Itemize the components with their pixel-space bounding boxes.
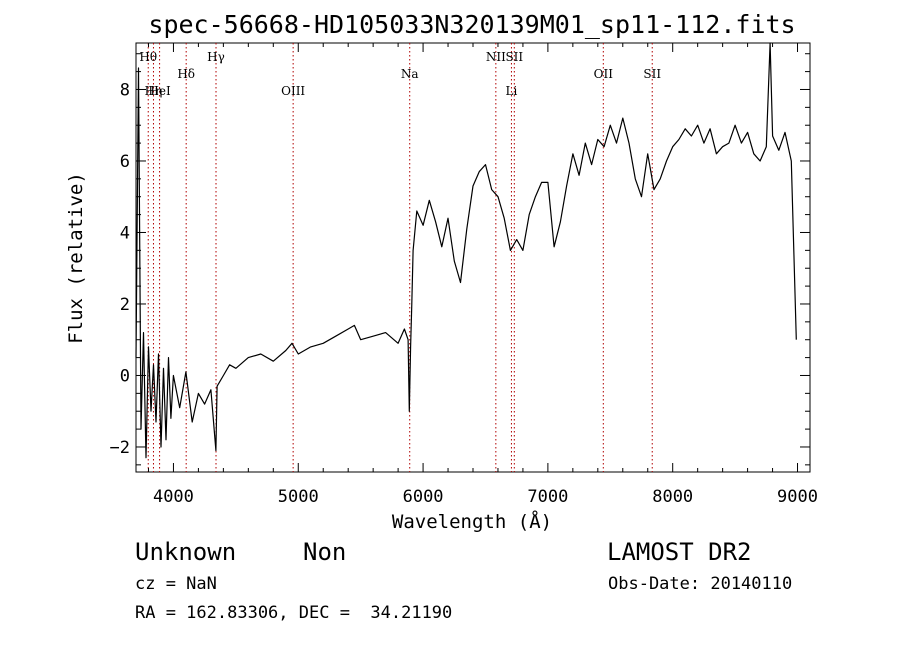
marker-label-1: Hη: [145, 84, 163, 98]
y-axis-label: Flux (relative): [65, 172, 87, 344]
y-tick-label-4: 6: [120, 152, 130, 172]
marker-label-2: HeI: [148, 84, 171, 98]
spectrum-series: [135, 42, 797, 459]
obs-date-label: Obs-Date: 20140110: [608, 574, 793, 594]
x-tick-label-3: 7000: [527, 487, 568, 507]
x-tick-label-1: 5000: [278, 487, 319, 507]
y-tick-label-0: −2: [110, 438, 130, 458]
chart-title: spec-56668-HD105033N320139M01_sp11-112.f…: [148, 10, 795, 39]
subclass-label: Non: [303, 538, 347, 566]
marker-label-7: NII: [486, 50, 506, 64]
marker-label-9: SII: [505, 50, 523, 64]
axes: 4000 5000 6000 7000 8000 9000 −2 0 2 4 6 8: [110, 43, 818, 507]
marker-label-5: OIII: [281, 84, 305, 98]
marker-label-6: Na: [401, 67, 419, 81]
coordinates-label: RA = 162.83306, DEC = 34.21190: [135, 603, 453, 623]
marker-label-10: OII: [594, 67, 614, 81]
marker-label-0: Hθ: [139, 50, 157, 64]
marker-label-4: Hγ: [207, 50, 225, 64]
x-tick-label-5: 9000: [777, 487, 818, 507]
class-label: Unknown: [135, 538, 237, 566]
marker-label-3: Hδ: [177, 67, 195, 81]
y-tick-label-2: 2: [120, 295, 130, 315]
x-axis-label: Wavelength (Å): [392, 510, 552, 533]
plot-frame: [135, 42, 811, 473]
marker-label-8: Li: [506, 84, 518, 98]
x-tick-label-0: 4000: [153, 487, 194, 507]
y-tick-label-3: 4: [120, 223, 130, 243]
redshift-label: cz = NaN: [135, 574, 217, 594]
y-tick-label-1: 0: [120, 366, 130, 386]
y-tick-label-5: 8: [120, 80, 130, 100]
marker-label-11: SII: [643, 67, 661, 81]
x-tick-label-2: 6000: [403, 487, 444, 507]
survey-label: LAMOST DR2: [607, 538, 752, 566]
x-tick-label-4: 8000: [652, 487, 693, 507]
spectrum-line-0: [135, 42, 797, 459]
